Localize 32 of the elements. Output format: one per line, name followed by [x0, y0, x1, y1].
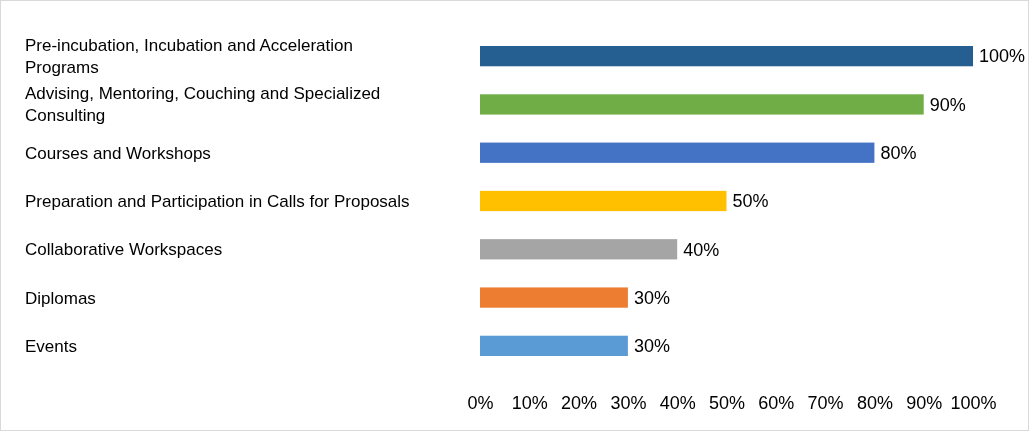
- x-tick-label: 40%: [659, 392, 696, 413]
- x-tick-label: 10%: [511, 392, 548, 413]
- x-tick-label: 80%: [856, 392, 893, 413]
- bar: [480, 94, 924, 115]
- y-tick-label: Events: [25, 336, 77, 356]
- bar: [480, 335, 628, 356]
- bar: [480, 46, 973, 67]
- x-tick-label: 60%: [758, 392, 795, 413]
- data-label: 50%: [732, 191, 769, 212]
- y-tick-label: Pre-incubation, Incubation and Acceleration Programs: [25, 36, 353, 78]
- x-tick-label: 0%: [467, 392, 494, 413]
- x-tick-label: 90%: [906, 392, 943, 413]
- y-tick-label: Advising, Mentoring, Couching and Specialized Consulting: [25, 84, 381, 126]
- y-tick-label: Collaborative Workspaces: [25, 240, 223, 260]
- bar: [480, 190, 727, 212]
- y-tick-label: Courses and Workshops: [25, 143, 211, 163]
- bar: [480, 142, 875, 163]
- data-label: 80%: [880, 143, 917, 164]
- x-tick-label: 100%: [950, 392, 997, 413]
- y-tick-label: Preparation and Participation in Calls for Proposals: [25, 191, 410, 211]
- x-tick-label: 70%: [807, 392, 844, 413]
- bar: [480, 287, 628, 308]
- data-label: 30%: [633, 336, 670, 357]
- data-label: 90%: [929, 94, 966, 115]
- x-tick-label: 20%: [561, 392, 598, 413]
- data-label: 40%: [683, 239, 720, 260]
- bar: [480, 239, 678, 260]
- x-tick-label: 50%: [708, 392, 746, 413]
- data-label: 30%: [633, 287, 670, 308]
- x-tick-label: 30%: [610, 392, 647, 413]
- y-tick-label: Diplomas: [25, 288, 96, 308]
- data-label: 100%: [979, 46, 1026, 67]
